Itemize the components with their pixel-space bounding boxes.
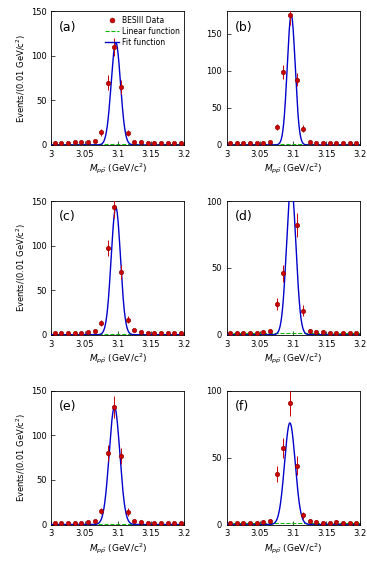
X-axis label: $M_{p\bar{p}}$ (GeV/c$^2$): $M_{p\bar{p}}$ (GeV/c$^2$) bbox=[264, 351, 322, 366]
Text: (e): (e) bbox=[59, 400, 77, 413]
Y-axis label: Events/(0.01 GeV/c$^2$): Events/(0.01 GeV/c$^2$) bbox=[15, 223, 28, 312]
Text: (b): (b) bbox=[235, 21, 252, 34]
Text: (a): (a) bbox=[59, 21, 77, 34]
Y-axis label: Events/(0.01 GeV/c$^2$): Events/(0.01 GeV/c$^2$) bbox=[15, 413, 28, 503]
X-axis label: $M_{p\bar{p}}$ (GeV/c$^2$): $M_{p\bar{p}}$ (GeV/c$^2$) bbox=[89, 161, 147, 176]
Text: (c): (c) bbox=[59, 210, 76, 223]
X-axis label: $M_{p\bar{p}}$ (GeV/c$^2$): $M_{p\bar{p}}$ (GeV/c$^2$) bbox=[89, 541, 147, 556]
Text: (f): (f) bbox=[235, 400, 249, 413]
X-axis label: $M_{p\bar{p}}$ (GeV/c$^2$): $M_{p\bar{p}}$ (GeV/c$^2$) bbox=[264, 541, 322, 556]
Y-axis label: Events/(0.01 GeV/c$^2$): Events/(0.01 GeV/c$^2$) bbox=[15, 33, 28, 123]
X-axis label: $M_{p\bar{p}}$ (GeV/c$^2$): $M_{p\bar{p}}$ (GeV/c$^2$) bbox=[264, 161, 322, 176]
Legend: BESIII Data, Linear function, Fit function: BESIII Data, Linear function, Fit functi… bbox=[104, 15, 181, 47]
Text: (d): (d) bbox=[235, 210, 252, 223]
X-axis label: $M_{p\bar{p}}$ (GeV/c$^2$): $M_{p\bar{p}}$ (GeV/c$^2$) bbox=[89, 351, 147, 366]
